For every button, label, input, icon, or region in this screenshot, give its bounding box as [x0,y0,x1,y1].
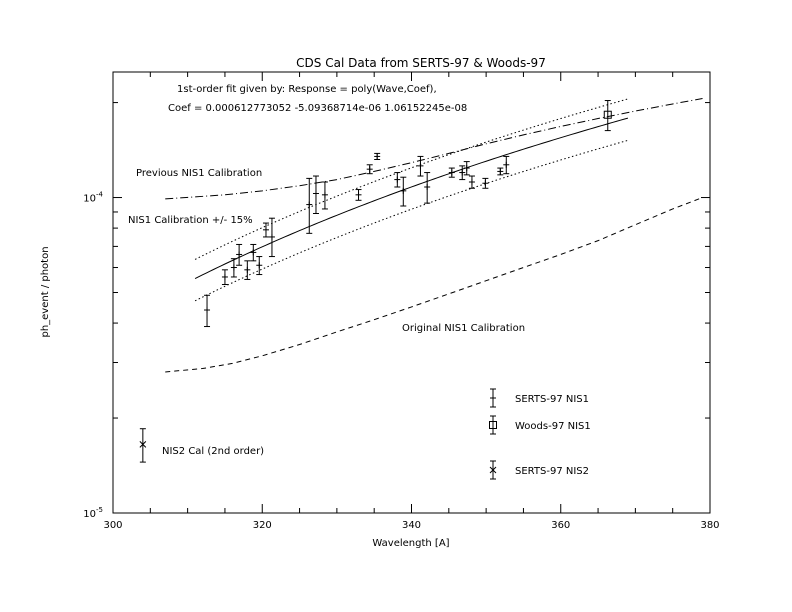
original-calibration-curve [165,197,703,373]
curves [165,98,703,373]
chart-title: CDS Cal Data from SERTS-97 & Woods-97 [296,56,546,70]
previous-calibration-label: Previous NIS1 Calibration [136,168,262,179]
fit-curve [194,117,629,280]
x-tick-label: 300 [103,520,122,531]
legend-marker-b [489,466,497,474]
y-axis-label: ph_event / photon [40,246,51,337]
band-label: NIS1 Calibration +/- 15% [128,215,253,226]
axes: 300 320 340 360 380 10-5 10-4 [83,72,720,531]
x-tick-label: 340 [402,520,421,531]
y-tick-label: 10-5 [83,506,103,520]
x-tick-label: 360 [551,520,570,531]
fit-upper-band [194,98,629,260]
x-tick-label: 380 [700,520,719,531]
y-tick-label: 10-4 [83,191,103,205]
legend-entry: Woods-97 NIS1 [489,415,591,435]
fit-annotation-line2: Coef = 0.000612773052 -5.09368714e-06 1.… [168,103,467,114]
legend-entry: SERTS-97 NIS1 [490,388,589,408]
legend: SERTS-97 NIS1 Woods-97 NIS1 SERTS-97 NIS2 [489,388,591,480]
nis2-cal-label: NIS2 Cal (2nd order) [162,446,264,457]
original-calibration-label: Original NIS1 Calibration [402,323,525,334]
x-axis-label: Wavelength [A] [372,538,449,549]
legend-label: Woods-97 NIS1 [515,421,591,432]
data-points [139,100,612,463]
data-point [603,110,612,119]
legend-entry: SERTS-97 NIS2 [489,460,589,480]
series-plus [204,152,510,328]
legend-label: SERTS-97 NIS2 [515,466,589,477]
series-square [603,100,612,132]
previous-calibration-curve [165,98,703,200]
fit-annotation-line1: 1st-order fit given by: Response = poly(… [177,84,437,95]
series-x [139,428,147,463]
data-point-b [139,441,147,448]
legend-marker [489,421,497,429]
legend-label: SERTS-97 NIS1 [515,394,589,405]
fit-lower-band [194,139,629,302]
x-tick-label: 320 [253,520,272,531]
